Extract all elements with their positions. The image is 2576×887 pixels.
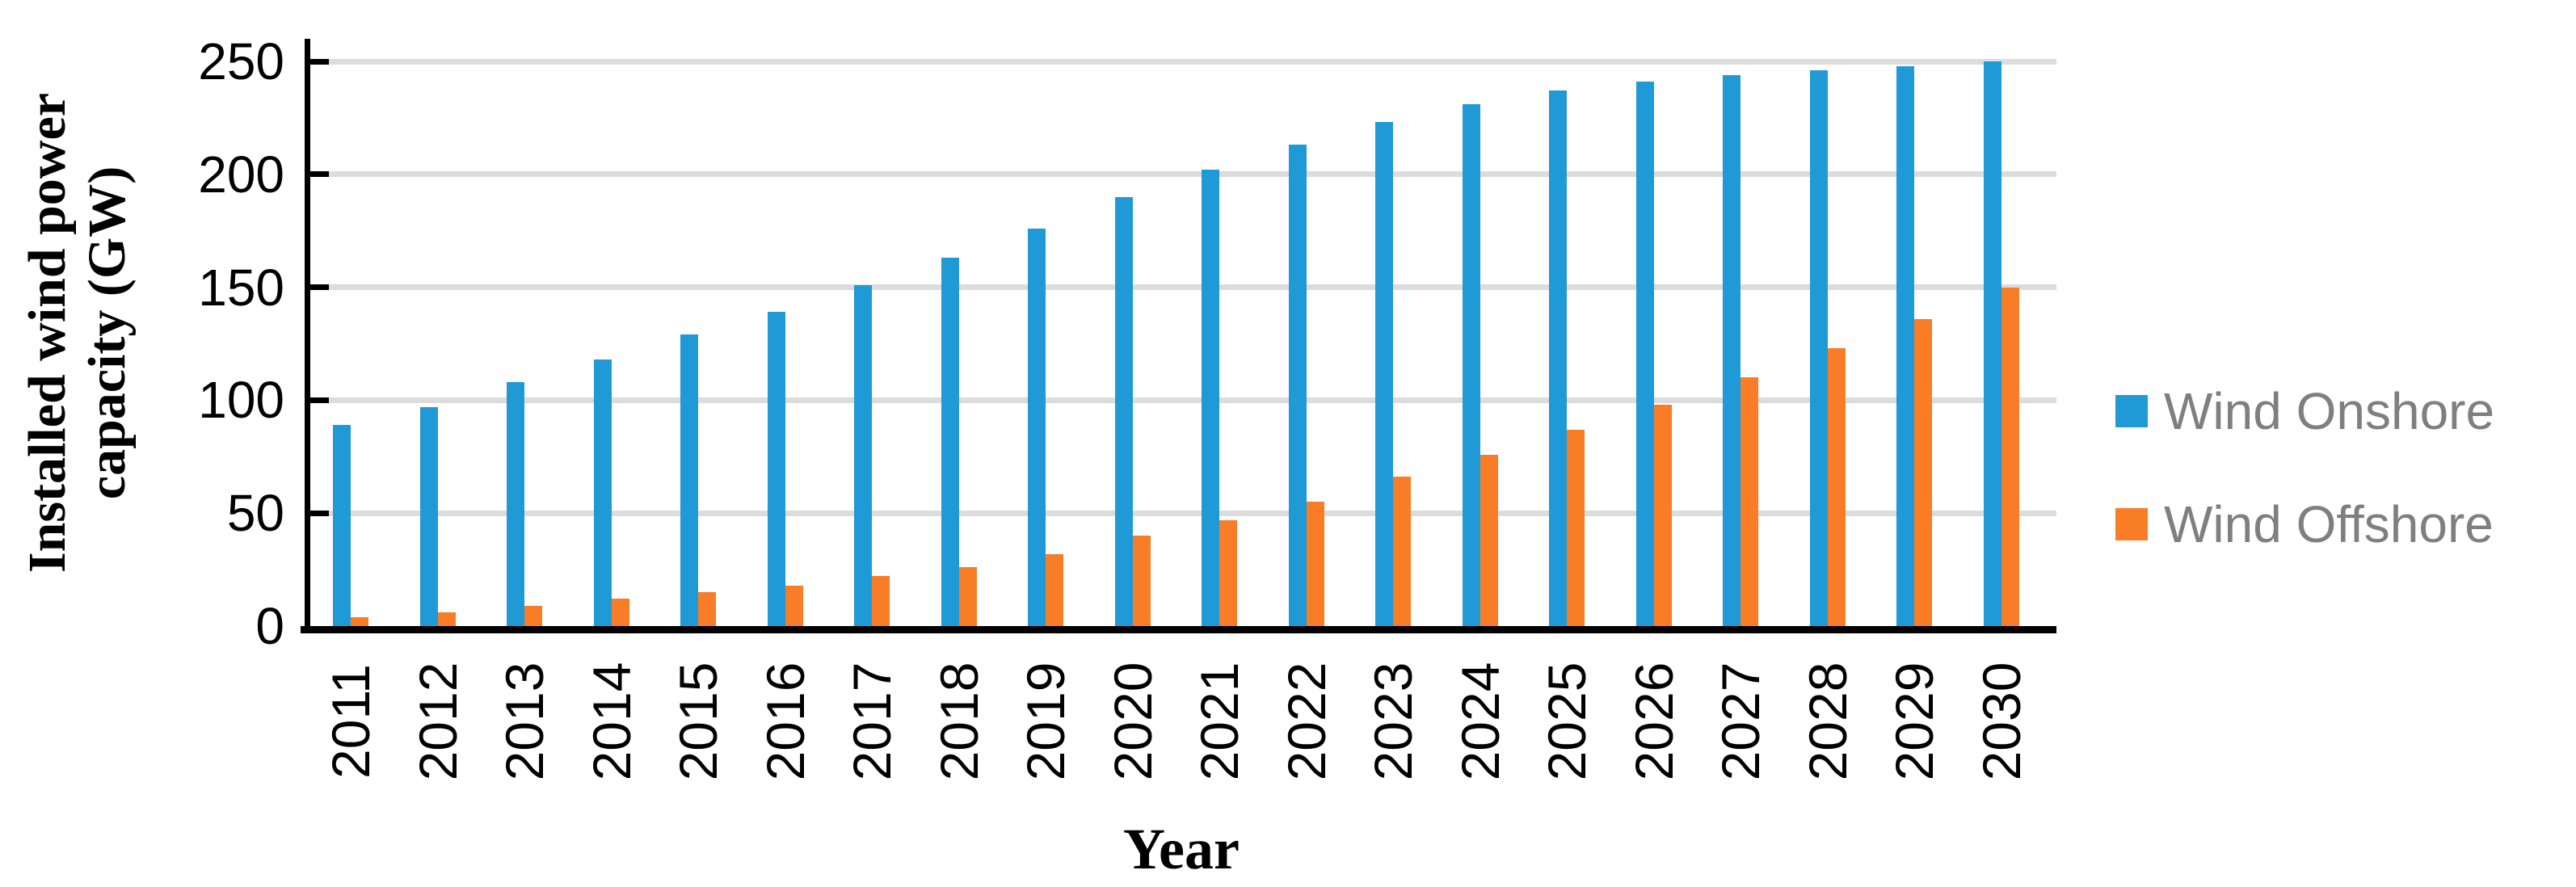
bar-wind-onshore-2021 bbox=[1202, 170, 1219, 626]
bar-wind-onshore-2025 bbox=[1549, 90, 1567, 626]
bar-wind-offshore-2020 bbox=[1132, 536, 1151, 626]
x-label-2014: 2014 bbox=[581, 662, 642, 781]
x-label-2027: 2027 bbox=[1711, 662, 1770, 781]
bar-wind-offshore-2027 bbox=[1740, 377, 1758, 626]
y-axis-title-line2: capacity (GW) bbox=[78, 166, 137, 500]
bar-wind-offshore-2011 bbox=[351, 616, 368, 626]
bar-wind-onshore-2020 bbox=[1114, 196, 1133, 626]
x-label-2023: 2023 bbox=[1363, 662, 1423, 781]
bar-wind-offshore-2021 bbox=[1219, 519, 1237, 626]
legend-item-wind-onshore: Wind Onshore bbox=[2115, 379, 2568, 444]
x-label-2022: 2022 bbox=[1276, 662, 1336, 781]
y-tick-label-150: 150 bbox=[198, 258, 284, 317]
bar-wind-offshore-2026 bbox=[1653, 404, 1672, 626]
legend-swatch-wind-offshore bbox=[2115, 508, 2148, 540]
bar-wind-offshore-2014 bbox=[611, 599, 629, 626]
y-tick-200 bbox=[308, 171, 329, 178]
x-label-2025: 2025 bbox=[1537, 662, 1597, 781]
x-label-2018: 2018 bbox=[928, 662, 989, 781]
legend-item-wind-offshore: Wind Offshore bbox=[2115, 492, 2568, 557]
x-label-2029: 2029 bbox=[1884, 662, 1944, 781]
bar-wind-offshore-2022 bbox=[1306, 502, 1324, 626]
bar-wind-offshore-2017 bbox=[872, 576, 890, 626]
x-axis-title: Year bbox=[1123, 817, 1240, 881]
gridline-150 bbox=[308, 284, 2056, 291]
x-label-2016: 2016 bbox=[755, 662, 815, 781]
bar-wind-onshore-2027 bbox=[1723, 74, 1740, 626]
x-axis-line bbox=[301, 626, 2056, 633]
gridline-100 bbox=[308, 397, 2056, 403]
y-tick-250 bbox=[308, 58, 329, 65]
bar-wind-offshore-2019 bbox=[1046, 553, 1063, 626]
x-label-2011: 2011 bbox=[321, 664, 381, 779]
legend-label-wind-onshore: Wind Onshore bbox=[2164, 382, 2495, 440]
bar-wind-onshore-2012 bbox=[419, 406, 438, 626]
y-tick-100 bbox=[308, 397, 329, 403]
gridline-50 bbox=[308, 510, 2056, 516]
bar-wind-onshore-2023 bbox=[1375, 122, 1393, 626]
y-axis-line bbox=[305, 39, 310, 633]
bar-wind-onshore-2015 bbox=[680, 334, 698, 626]
bar-wind-onshore-2013 bbox=[507, 382, 524, 626]
bar-wind-offshore-2023 bbox=[1393, 477, 1411, 626]
bar-wind-onshore-2024 bbox=[1462, 104, 1480, 626]
y-tick-label-0: 0 bbox=[255, 597, 284, 655]
gridline-200 bbox=[308, 171, 2056, 178]
x-label-2026: 2026 bbox=[1623, 662, 1684, 781]
x-label-2017: 2017 bbox=[842, 662, 902, 781]
y-tick-label-50: 50 bbox=[226, 484, 284, 543]
x-label-2030: 2030 bbox=[1971, 662, 2031, 781]
x-label-2013: 2013 bbox=[495, 662, 554, 781]
x-label-2015: 2015 bbox=[668, 662, 728, 781]
bar-wind-onshore-2028 bbox=[1809, 70, 1828, 626]
x-label-2024: 2024 bbox=[1450, 662, 1510, 781]
bar-wind-onshore-2017 bbox=[854, 284, 872, 626]
y-tick-label-200: 200 bbox=[198, 145, 284, 204]
gridline-250 bbox=[308, 58, 2056, 65]
x-label-2028: 2028 bbox=[1797, 662, 1858, 781]
bar-wind-offshore-2015 bbox=[698, 592, 716, 626]
y-tick-label-100: 100 bbox=[198, 371, 284, 430]
y-tick-label-250: 250 bbox=[198, 32, 284, 90]
bar-wind-offshore-2029 bbox=[1914, 318, 1932, 626]
y-axis-title-line1: Installed wind power bbox=[18, 92, 77, 574]
y-tick-150 bbox=[308, 284, 329, 291]
bar-wind-onshore-2029 bbox=[1896, 65, 1914, 626]
bar-wind-onshore-2026 bbox=[1635, 82, 1654, 626]
legend-swatch-wind-onshore bbox=[2115, 395, 2148, 427]
bar-wind-onshore-2030 bbox=[1983, 61, 2001, 626]
x-label-2019: 2019 bbox=[1016, 662, 1075, 781]
bar-wind-offshore-2025 bbox=[1567, 429, 1585, 626]
y-tick-50 bbox=[308, 510, 329, 516]
bar-wind-offshore-2012 bbox=[437, 612, 456, 626]
y-axis-title: Installed wind power capacity (GW) bbox=[18, 24, 139, 641]
x-label-2020: 2020 bbox=[1102, 662, 1163, 781]
bar-wind-offshore-2028 bbox=[1827, 348, 1846, 626]
bar-wind-onshore-2014 bbox=[593, 359, 612, 626]
x-label-2021: 2021 bbox=[1189, 662, 1249, 781]
bar-wind-offshore-2013 bbox=[524, 605, 542, 626]
bar-wind-offshore-2016 bbox=[785, 585, 803, 626]
legend-label-wind-offshore: Wind Offshore bbox=[2164, 495, 2494, 553]
bar-wind-onshore-2018 bbox=[941, 258, 959, 626]
bar-wind-onshore-2022 bbox=[1288, 145, 1307, 626]
x-label-2012: 2012 bbox=[407, 662, 468, 781]
bar-wind-offshore-2024 bbox=[1480, 454, 1498, 626]
bar-wind-onshore-2019 bbox=[1028, 228, 1046, 626]
bar-wind-onshore-2011 bbox=[333, 425, 351, 626]
bar-wind-onshore-2016 bbox=[767, 312, 785, 626]
bar-wind-offshore-2030 bbox=[2001, 287, 2019, 626]
bar-wind-offshore-2018 bbox=[958, 567, 977, 626]
